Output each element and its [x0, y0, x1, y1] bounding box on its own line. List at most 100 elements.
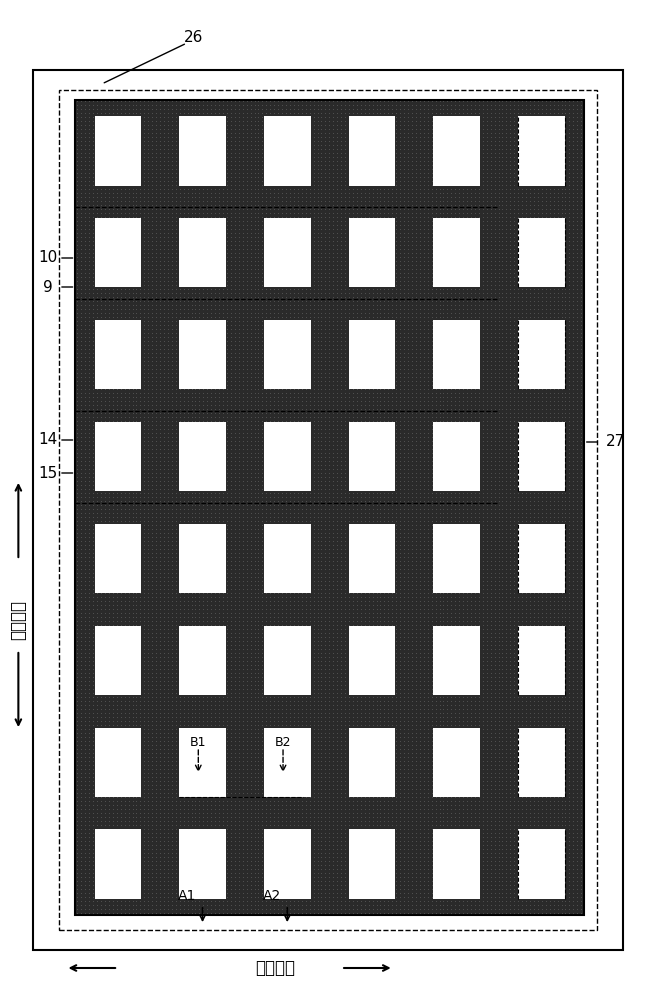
Point — [135, 761, 146, 777]
Point — [241, 445, 252, 461]
Point — [108, 741, 118, 757]
Point — [245, 129, 256, 145]
Point — [572, 701, 583, 717]
Point — [552, 173, 563, 189]
Point — [391, 301, 401, 317]
Point — [222, 837, 232, 853]
Point — [281, 105, 291, 121]
Point — [482, 417, 492, 433]
Point — [489, 905, 500, 921]
Point — [474, 749, 484, 765]
Point — [517, 821, 527, 837]
Point — [241, 425, 252, 441]
Point — [265, 205, 276, 221]
Point — [265, 637, 276, 653]
Point — [112, 217, 122, 233]
Point — [501, 157, 512, 173]
Point — [552, 289, 563, 305]
Point — [485, 541, 496, 557]
Point — [131, 173, 142, 189]
Point — [344, 589, 354, 605]
Point — [395, 293, 405, 309]
Point — [359, 857, 370, 873]
Point — [556, 161, 567, 177]
Point — [115, 209, 126, 225]
Point — [434, 617, 445, 633]
Point — [277, 361, 287, 377]
Point — [123, 285, 134, 301]
Point — [257, 613, 268, 629]
Point — [344, 185, 354, 201]
Point — [438, 417, 449, 433]
Point — [403, 601, 413, 617]
Point — [112, 453, 122, 469]
Point — [505, 533, 516, 549]
Point — [324, 453, 335, 469]
Point — [474, 789, 484, 805]
Point — [241, 649, 252, 665]
Point — [237, 305, 248, 321]
Point — [127, 837, 138, 853]
Point — [308, 485, 319, 501]
Point — [135, 549, 146, 565]
Point — [72, 633, 83, 649]
Point — [178, 809, 189, 825]
Point — [324, 285, 335, 301]
Point — [285, 201, 295, 217]
Point — [80, 237, 91, 253]
Point — [261, 313, 272, 329]
Point — [190, 165, 201, 181]
Point — [462, 497, 472, 513]
Point — [104, 821, 114, 837]
Point — [564, 737, 575, 753]
Point — [80, 217, 91, 233]
Point — [218, 201, 228, 217]
Point — [411, 301, 421, 317]
Point — [344, 625, 354, 641]
Point — [245, 625, 256, 641]
Point — [178, 469, 189, 485]
Point — [289, 541, 299, 557]
Point — [576, 425, 586, 441]
Point — [261, 861, 272, 877]
Point — [131, 453, 142, 469]
Point — [352, 853, 362, 869]
Point — [312, 137, 323, 153]
Point — [84, 209, 94, 225]
Point — [422, 213, 433, 229]
Point — [548, 397, 559, 413]
Point — [497, 261, 508, 277]
Point — [450, 361, 461, 377]
Point — [407, 889, 417, 905]
Point — [249, 837, 260, 853]
Point — [218, 849, 228, 865]
Point — [293, 201, 303, 217]
Point — [151, 317, 161, 333]
Point — [210, 601, 220, 617]
Point — [147, 105, 157, 121]
Point — [230, 653, 240, 669]
Point — [293, 101, 303, 117]
Point — [422, 625, 433, 641]
Point — [517, 741, 527, 757]
Point — [249, 529, 260, 545]
Point — [159, 713, 169, 729]
Point — [489, 545, 500, 561]
Point — [182, 577, 193, 593]
Point — [438, 189, 449, 205]
Point — [419, 313, 429, 329]
Point — [466, 557, 476, 573]
Point — [257, 545, 268, 561]
Point — [375, 681, 386, 697]
Point — [261, 473, 272, 489]
Point — [139, 149, 150, 165]
Point — [352, 701, 362, 717]
Point — [450, 381, 461, 397]
Point — [383, 869, 394, 885]
Point — [88, 221, 98, 237]
Point — [352, 845, 362, 861]
Point — [171, 753, 181, 769]
Point — [178, 261, 189, 277]
Point — [438, 105, 449, 121]
Point — [521, 465, 531, 481]
